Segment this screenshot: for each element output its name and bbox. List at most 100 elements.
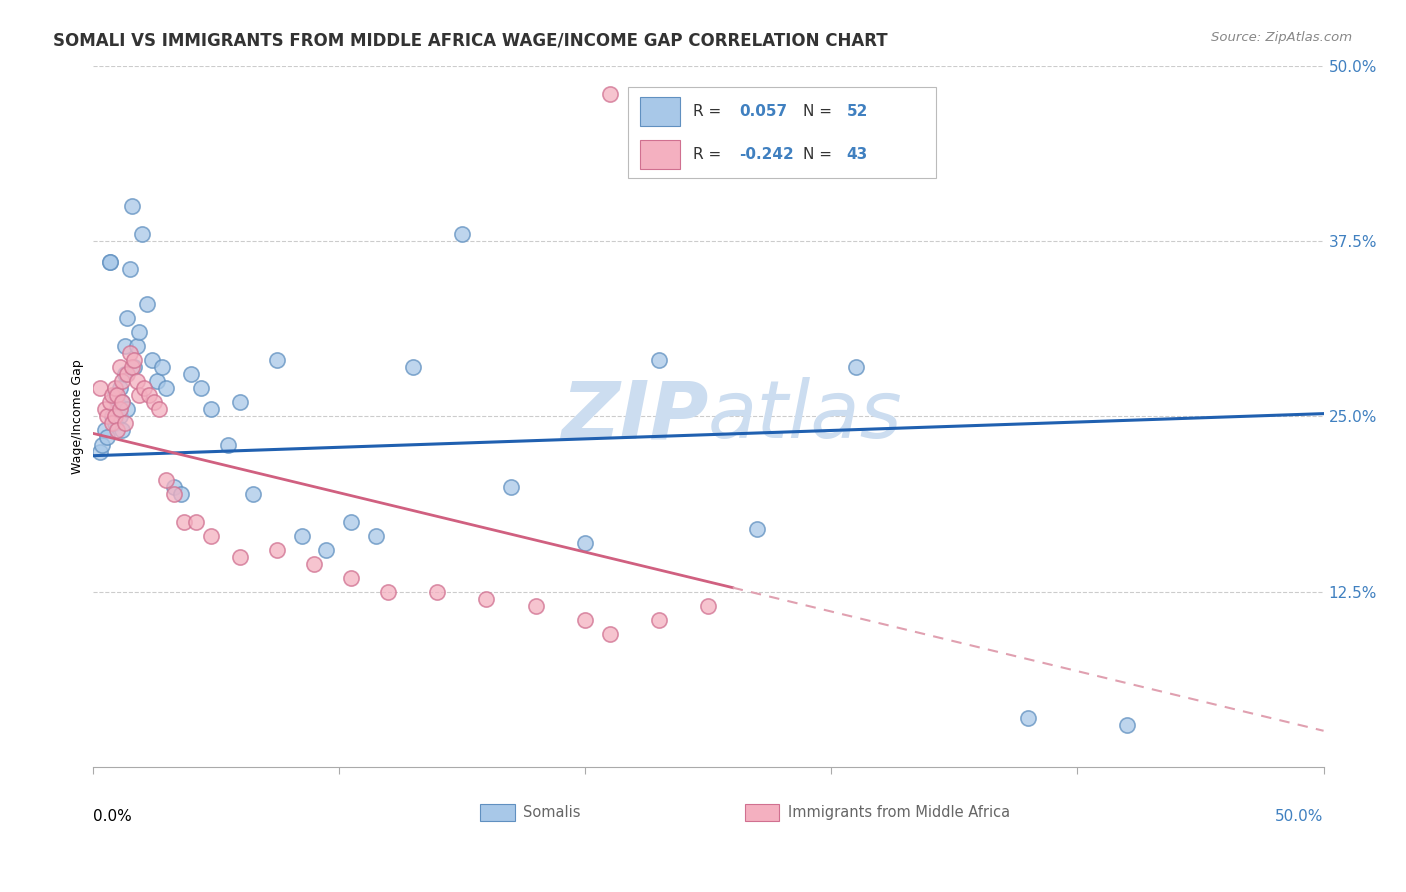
- Point: [128, 388, 150, 402]
- Point: [315, 542, 337, 557]
- Point: [229, 395, 252, 409]
- Point: [426, 585, 449, 599]
- Point: [128, 325, 150, 339]
- Point: [125, 339, 148, 353]
- Point: [98, 255, 121, 269]
- Point: [599, 87, 621, 101]
- Point: [108, 381, 131, 395]
- Point: [155, 381, 177, 395]
- Y-axis label: Wage/Income Gap: Wage/Income Gap: [72, 359, 84, 474]
- Point: [155, 473, 177, 487]
- Point: [89, 381, 111, 395]
- Point: [143, 395, 166, 409]
- Point: [524, 599, 547, 613]
- Point: [1017, 711, 1039, 725]
- Point: [96, 430, 118, 444]
- Point: [108, 402, 131, 417]
- Point: [574, 535, 596, 549]
- Point: [131, 227, 153, 241]
- Point: [124, 360, 146, 375]
- Text: Somalis: Somalis: [523, 805, 581, 821]
- Point: [697, 599, 720, 613]
- Point: [364, 529, 387, 543]
- Point: [104, 388, 127, 402]
- Point: [180, 368, 202, 382]
- Point: [118, 262, 141, 277]
- Point: [501, 480, 523, 494]
- Point: [118, 346, 141, 360]
- Point: [200, 529, 222, 543]
- Point: [111, 395, 134, 409]
- Point: [121, 199, 143, 213]
- Point: [108, 360, 131, 375]
- Point: [105, 402, 128, 417]
- Point: [148, 402, 170, 417]
- Point: [115, 368, 138, 382]
- Point: [104, 409, 127, 424]
- Point: [98, 395, 121, 409]
- Point: [104, 381, 127, 395]
- Point: [114, 417, 136, 431]
- Point: [170, 486, 193, 500]
- Point: [115, 402, 138, 417]
- Point: [229, 549, 252, 564]
- Point: [451, 227, 474, 241]
- Text: 0.0%: 0.0%: [93, 809, 131, 824]
- Point: [121, 360, 143, 375]
- Text: Immigrants from Middle Africa: Immigrants from Middle Africa: [789, 805, 1011, 821]
- Point: [200, 402, 222, 417]
- Point: [190, 381, 212, 395]
- Point: [91, 437, 114, 451]
- Point: [104, 417, 127, 431]
- Point: [138, 388, 160, 402]
- Point: [648, 613, 671, 627]
- Point: [163, 480, 186, 494]
- Point: [101, 409, 124, 424]
- Point: [135, 297, 157, 311]
- Text: 50.0%: 50.0%: [1275, 809, 1323, 824]
- Text: atlas: atlas: [709, 377, 903, 456]
- Text: ZIP: ZIP: [561, 377, 709, 456]
- Point: [163, 486, 186, 500]
- Point: [648, 353, 671, 368]
- Point: [242, 486, 264, 500]
- Point: [747, 522, 769, 536]
- Point: [184, 515, 207, 529]
- Point: [599, 627, 621, 641]
- Point: [145, 375, 167, 389]
- Point: [475, 591, 498, 606]
- Point: [89, 444, 111, 458]
- Point: [340, 571, 363, 585]
- Point: [111, 424, 134, 438]
- Point: [141, 353, 163, 368]
- Point: [124, 353, 146, 368]
- Point: [401, 360, 423, 375]
- Point: [94, 424, 117, 438]
- Point: [101, 417, 124, 431]
- Point: [114, 368, 136, 382]
- Point: [105, 424, 128, 438]
- Point: [173, 515, 195, 529]
- Text: Source: ZipAtlas.com: Source: ZipAtlas.com: [1212, 31, 1353, 45]
- Point: [105, 395, 128, 409]
- Point: [1115, 718, 1137, 732]
- Point: [101, 388, 124, 402]
- Point: [134, 381, 156, 395]
- Point: [94, 402, 117, 417]
- Point: [108, 409, 131, 424]
- Point: [340, 515, 363, 529]
- Point: [98, 255, 121, 269]
- FancyBboxPatch shape: [481, 805, 515, 822]
- Point: [266, 542, 288, 557]
- Point: [217, 437, 239, 451]
- Point: [150, 360, 173, 375]
- Point: [115, 311, 138, 326]
- Point: [125, 375, 148, 389]
- Point: [105, 388, 128, 402]
- FancyBboxPatch shape: [745, 805, 779, 822]
- Point: [291, 529, 314, 543]
- Point: [111, 375, 134, 389]
- Point: [377, 585, 399, 599]
- Point: [266, 353, 288, 368]
- Point: [302, 557, 325, 571]
